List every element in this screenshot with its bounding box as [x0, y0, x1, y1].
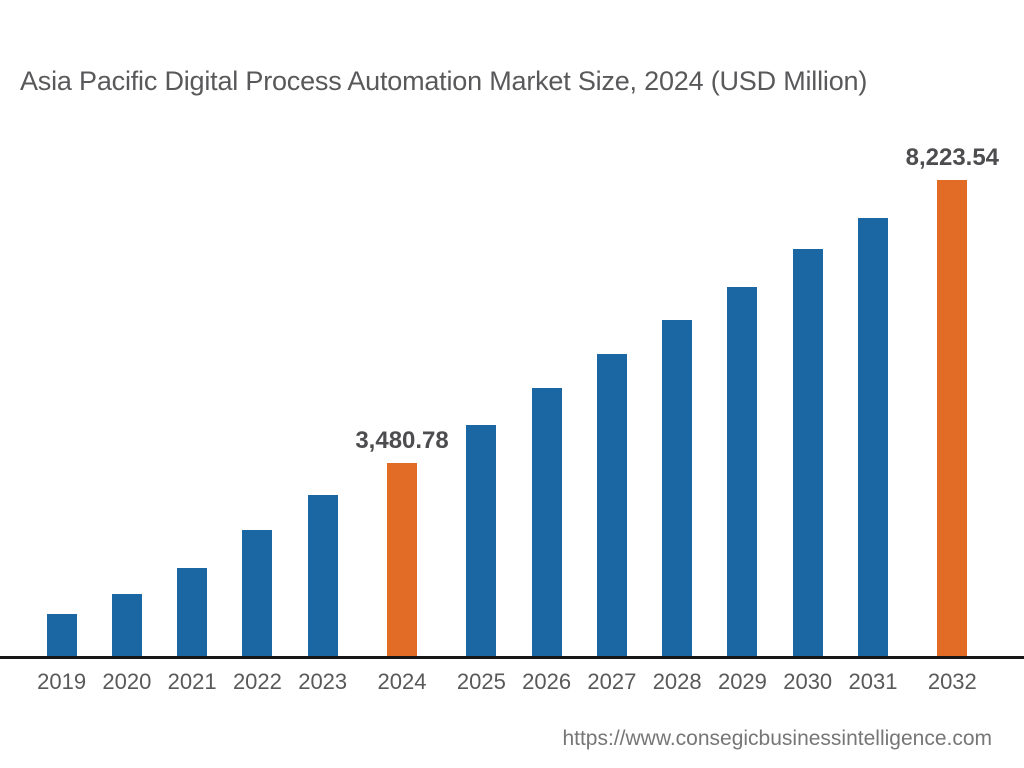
bar [596, 354, 627, 656]
x-tick-label: 2027 [587, 669, 637, 694]
x-tick-label: 2026 [522, 669, 572, 694]
bar [531, 388, 562, 656]
bar [466, 425, 497, 656]
x-tick-label: 2030 [783, 669, 833, 694]
bar [727, 287, 758, 656]
bar [177, 568, 208, 656]
bar-column: 2029 [710, 136, 775, 694]
source-url-link[interactable]: https://www.consegicbusinessintelligence… [562, 727, 992, 750]
bar-column: 2025 [449, 136, 514, 694]
bar-highlighted [387, 463, 418, 656]
bar-column: 2023 [290, 136, 355, 694]
bar-column: 2022 [225, 136, 290, 694]
bar-column: 2019 [29, 136, 94, 694]
bar [242, 530, 273, 656]
x-tick-label: 2032 [927, 669, 977, 694]
x-axis-line [0, 656, 1024, 659]
bar-column: 2031 [840, 136, 905, 694]
bar-column: 8,223.54 2032 [905, 136, 1000, 694]
bar-value-label: 8,223.54 [905, 144, 1000, 171]
bar-column: 2020 [94, 136, 159, 694]
bar [307, 495, 338, 656]
bar-column: 2028 [645, 136, 710, 694]
bar-column: 2027 [579, 136, 644, 694]
bar [111, 594, 142, 656]
bar-column: 3,480.78 2024 [355, 136, 449, 694]
x-tick-label: 2020 [102, 669, 152, 694]
x-tick-label: 2021 [167, 669, 217, 694]
bar-column: 2026 [514, 136, 579, 694]
x-tick-label: 2024 [377, 669, 427, 694]
bar-column: 2021 [160, 136, 225, 694]
x-tick-label: 2025 [456, 669, 506, 694]
bar [792, 249, 823, 656]
bar-columns: 2019 2020 2021 2022 2023 3,480.78 2024 2025 2026… [29, 136, 1000, 694]
bar-value-label: 3,480.78 [355, 427, 449, 454]
x-tick-label: 2023 [298, 669, 348, 694]
x-tick-label: 2028 [652, 669, 702, 694]
bar [46, 614, 77, 656]
x-tick-label: 2029 [717, 669, 767, 694]
bar [857, 218, 888, 656]
chart-title: Asia Pacific Digital Process Automation … [20, 66, 868, 96]
bar-column: 2030 [775, 136, 840, 694]
x-tick-label: 2022 [232, 669, 282, 694]
bar [662, 320, 693, 656]
x-tick-label: 2031 [848, 669, 898, 694]
bar-highlighted [937, 180, 968, 656]
x-tick-label: 2019 [37, 669, 87, 694]
